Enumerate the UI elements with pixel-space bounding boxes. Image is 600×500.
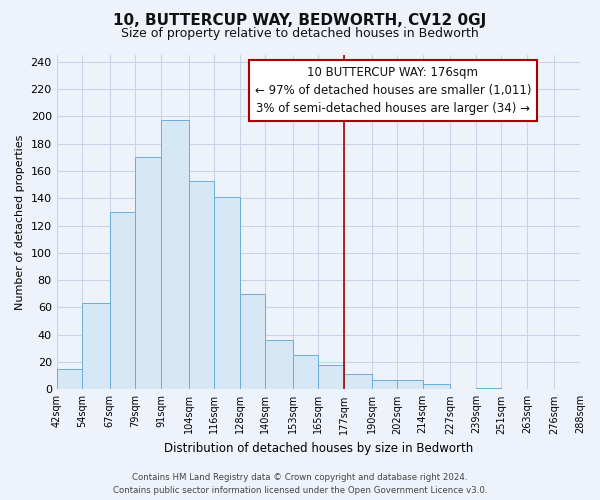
Bar <box>214 197 239 390</box>
Bar <box>293 355 319 390</box>
Text: Size of property relative to detached houses in Bedworth: Size of property relative to detached ho… <box>121 28 479 40</box>
Text: Contains HM Land Registry data © Crown copyright and database right 2024.
Contai: Contains HM Land Registry data © Crown c… <box>113 474 487 495</box>
Text: 10, BUTTERCUP WAY, BEDWORTH, CV12 0GJ: 10, BUTTERCUP WAY, BEDWORTH, CV12 0GJ <box>113 12 487 28</box>
X-axis label: Distribution of detached houses by size in Bedworth: Distribution of detached houses by size … <box>164 442 473 455</box>
Bar <box>136 158 161 390</box>
Text: 10 BUTTERCUP WAY: 176sqm
← 97% of detached houses are smaller (1,011)
3% of semi: 10 BUTTERCUP WAY: 176sqm ← 97% of detach… <box>254 66 531 115</box>
Bar <box>239 294 265 390</box>
Bar <box>422 384 450 390</box>
Bar <box>110 212 136 390</box>
Bar <box>397 380 422 390</box>
Bar <box>161 120 188 390</box>
Bar <box>344 374 371 390</box>
Bar <box>476 388 501 390</box>
Bar <box>188 180 214 390</box>
Y-axis label: Number of detached properties: Number of detached properties <box>15 134 25 310</box>
Bar <box>371 380 397 390</box>
Bar <box>265 340 293 390</box>
Bar <box>319 364 344 390</box>
Bar <box>56 369 82 390</box>
Bar <box>82 304 110 390</box>
